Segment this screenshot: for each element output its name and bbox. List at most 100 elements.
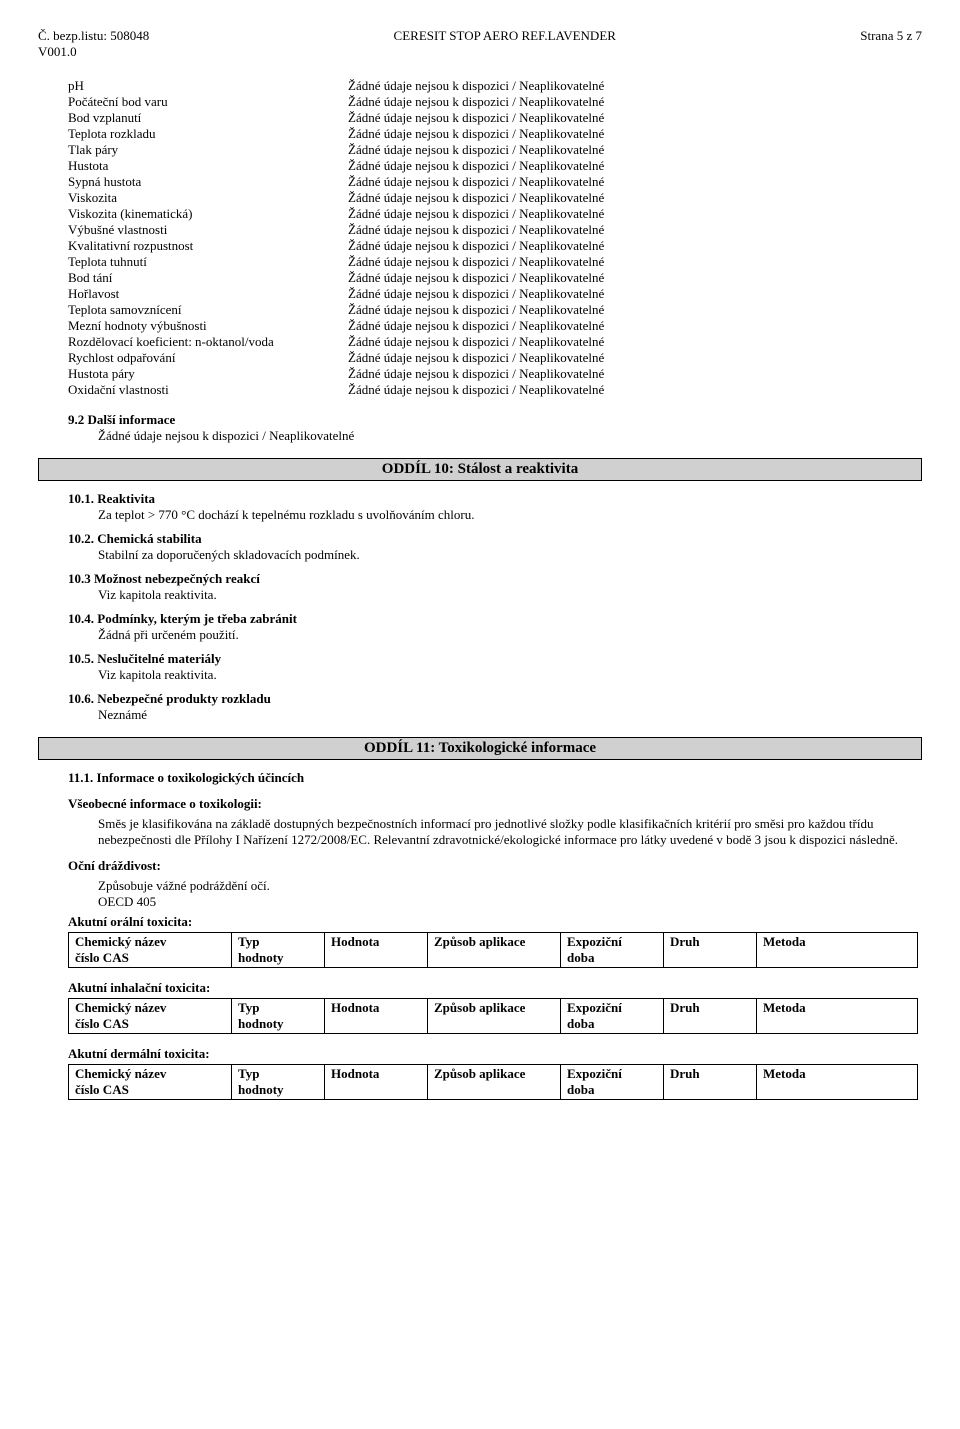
header-left: Č. bezp.listu: 508048 V001.0 xyxy=(38,28,149,60)
section-10-item-title: 10.4. Podmínky, kterým je třeba zabránit xyxy=(68,611,922,627)
section-9-2-title: 9.2 Další informace xyxy=(68,412,922,428)
property-value: Žádné údaje nejsou k dispozici / Neaplik… xyxy=(348,78,922,94)
property-value: Žádné údaje nejsou k dispozici / Neaplik… xyxy=(348,366,922,382)
tox-table-cell: Způsob aplikace xyxy=(428,1065,561,1100)
property-label: Bod vzplanutí xyxy=(68,110,348,126)
property-label: pH xyxy=(68,78,348,94)
section-10-bar: ODDÍL 10: Stálost a reaktivita xyxy=(38,458,922,481)
property-row: Oxidační vlastnostiŽádné údaje nejsou k … xyxy=(68,382,922,398)
property-value: Žádné údaje nejsou k dispozici / Neaplik… xyxy=(348,94,922,110)
section-10-item-title: 10.2. Chemická stabilita xyxy=(68,531,922,547)
section-10-item: 10.1. ReaktivitaZa teplot > 770 °C dochá… xyxy=(68,491,922,523)
property-row: Mezní hodnoty výbušnostiŽádné údaje nejs… xyxy=(68,318,922,334)
section-10-item-body: Viz kapitola reaktivita. xyxy=(98,667,922,683)
tox-table-cell: Metoda xyxy=(757,933,918,968)
section-10-item-body: Žádná při určeném použití. xyxy=(98,627,922,643)
property-label: Teplota rozkladu xyxy=(68,126,348,142)
property-row: pHŽádné údaje nejsou k dispozici / Neapl… xyxy=(68,78,922,94)
property-row: Teplota tuhnutíŽádné údaje nejsou k disp… xyxy=(68,254,922,270)
tox-table-cell: Druh xyxy=(664,1065,757,1100)
property-row: Bod táníŽádné údaje nejsou k dispozici /… xyxy=(68,270,922,286)
header-version: V001.0 xyxy=(38,44,149,60)
section-10-item: 10.4. Podmínky, kterým je třeba zabránit… xyxy=(68,611,922,643)
section-10-item-body: Za teplot > 770 °C dochází k tepelnému r… xyxy=(98,507,922,523)
property-row: Tlak páryŽádné údaje nejsou k dispozici … xyxy=(68,142,922,158)
section-11-1-title: 11.1. Informace o toxikologických účincí… xyxy=(68,770,304,785)
property-row: Sypná hustotaŽádné údaje nejsou k dispoz… xyxy=(68,174,922,190)
property-value: Žádné údaje nejsou k dispozici / Neaplik… xyxy=(348,142,922,158)
tox-table-title: Akutní inhalační toxicita: xyxy=(68,980,922,996)
tox-table-cell: Chemický názevčíslo CAS xyxy=(69,933,232,968)
tox-table-title: Akutní dermální toxicita: xyxy=(68,1046,922,1062)
property-row: HořlavostŽádné údaje nejsou k dispozici … xyxy=(68,286,922,302)
section-10-item-body: Neznámé xyxy=(98,707,922,723)
property-label: Kvalitativní rozpustnost xyxy=(68,238,348,254)
property-row: Počáteční bod varuŽádné údaje nejsou k d… xyxy=(68,94,922,110)
property-row: Kvalitativní rozpustnostŽádné údaje nejs… xyxy=(68,238,922,254)
section-11-bar: ODDÍL 11: Toxikologické informace xyxy=(38,737,922,760)
property-value: Žádné údaje nejsou k dispozici / Neaplik… xyxy=(348,254,922,270)
property-row: ViskozitaŽádné údaje nejsou k dispozici … xyxy=(68,190,922,206)
property-row: Rychlost odpařováníŽádné údaje nejsou k … xyxy=(68,350,922,366)
property-value: Žádné údaje nejsou k dispozici / Neaplik… xyxy=(348,318,922,334)
section-10-item-title: 10.3 Možnost nebezpečných reakcí xyxy=(68,571,922,587)
tox-table-cell: Typhodnoty xyxy=(232,999,325,1034)
section-10-item: 10.5. Neslučitelné materiályViz kapitola… xyxy=(68,651,922,683)
section-9-2: 9.2 Další informace Žádné údaje nejsou k… xyxy=(68,412,922,444)
properties-list: pHŽádné údaje nejsou k dispozici / Neapl… xyxy=(68,78,922,398)
page-header: Č. bezp.listu: 508048 V001.0 CERESIT STO… xyxy=(38,28,922,60)
tox-table-cell: Expozičnídoba xyxy=(561,933,664,968)
property-label: Hořlavost xyxy=(68,286,348,302)
tox-table-cell: Metoda xyxy=(757,1065,918,1100)
tox-table-cell: Typhodnoty xyxy=(232,1065,325,1100)
property-value: Žádné údaje nejsou k dispozici / Neaplik… xyxy=(348,158,922,174)
eye-irritation-body2: OECD 405 xyxy=(98,894,922,910)
section-11-1: 11.1. Informace o toxikologických účincí… xyxy=(68,770,922,786)
property-row: HustotaŽádné údaje nejsou k dispozici / … xyxy=(68,158,922,174)
tox-table-cell: Metoda xyxy=(757,999,918,1034)
property-label: Výbušné vlastnosti xyxy=(68,222,348,238)
section-10-item-body: Stabilní za doporučených skladovacích po… xyxy=(98,547,922,563)
section-10-item-body: Viz kapitola reaktivita. xyxy=(98,587,922,603)
section-10-item-title: 10.6. Nebezpečné produkty rozkladu xyxy=(68,691,922,707)
property-value: Žádné údaje nejsou k dispozici / Neaplik… xyxy=(348,174,922,190)
property-label: Teplota samovznícení xyxy=(68,302,348,318)
property-value: Žádné údaje nejsou k dispozici / Neaplik… xyxy=(348,126,922,142)
property-label: Oxidační vlastnosti xyxy=(68,382,348,398)
section-10-item-title: 10.5. Neslučitelné materiály xyxy=(68,651,922,667)
property-label: Viskozita (kinematická) xyxy=(68,206,348,222)
tox-table-title: Akutní orální toxicita: xyxy=(68,914,922,930)
tox-table: Chemický názevčíslo CASTyphodnotyHodnota… xyxy=(68,998,918,1034)
tox-tables: Akutní orální toxicita: Chemický názevčís… xyxy=(38,914,922,1100)
property-label: Viskozita xyxy=(68,190,348,206)
tox-table-cell: Chemický názevčíslo CAS xyxy=(69,1065,232,1100)
property-row: Bod vzplanutíŽádné údaje nejsou k dispoz… xyxy=(68,110,922,126)
header-doc-id: Č. bezp.listu: 508048 xyxy=(38,28,149,44)
property-value: Žádné údaje nejsou k dispozici / Neaplik… xyxy=(348,302,922,318)
tox-table-cell: Druh xyxy=(664,933,757,968)
section-10-item-title: 10.1. Reaktivita xyxy=(68,491,922,507)
property-row: Rozdělovací koeficient: n-oktanol/vodaŽá… xyxy=(68,334,922,350)
property-label: Počáteční bod varu xyxy=(68,94,348,110)
property-value: Žádné údaje nejsou k dispozici / Neaplik… xyxy=(348,206,922,222)
property-label: Rychlost odpařování xyxy=(68,350,348,366)
property-value: Žádné údaje nejsou k dispozici / Neaplik… xyxy=(348,190,922,206)
header-title: CERESIT STOP AERO REF.LAVENDER xyxy=(149,28,860,60)
tox-table-cell: Expozičnídoba xyxy=(561,999,664,1034)
eye-irritation-title: Oční dráždivost: xyxy=(68,858,922,874)
property-value: Žádné údaje nejsou k dispozici / Neaplik… xyxy=(348,222,922,238)
property-value: Žádné údaje nejsou k dispozici / Neaplik… xyxy=(348,110,922,126)
property-label: Teplota tuhnutí xyxy=(68,254,348,270)
section-10-item: 10.3 Možnost nebezpečných reakcíViz kapi… xyxy=(68,571,922,603)
tox-table-cell: Hodnota xyxy=(325,1065,428,1100)
tox-table-cell: Způsob aplikace xyxy=(428,933,561,968)
section-9-2-body: Žádné údaje nejsou k dispozici / Neaplik… xyxy=(98,428,922,444)
tox-table-cell: Expozičnídoba xyxy=(561,1065,664,1100)
tox-table-cell: Typhodnoty xyxy=(232,933,325,968)
general-tox-title: Všeobecné informace o toxikologii: xyxy=(68,796,922,812)
property-label: Tlak páry xyxy=(68,142,348,158)
property-label: Bod tání xyxy=(68,270,348,286)
eye-irritation-body1: Způsobuje vážné podráždění očí. xyxy=(98,878,922,894)
property-row: Hustota páryŽádné údaje nejsou k dispozi… xyxy=(68,366,922,382)
general-tox-body: Směs je klasifikována na základě dostupn… xyxy=(98,816,922,848)
